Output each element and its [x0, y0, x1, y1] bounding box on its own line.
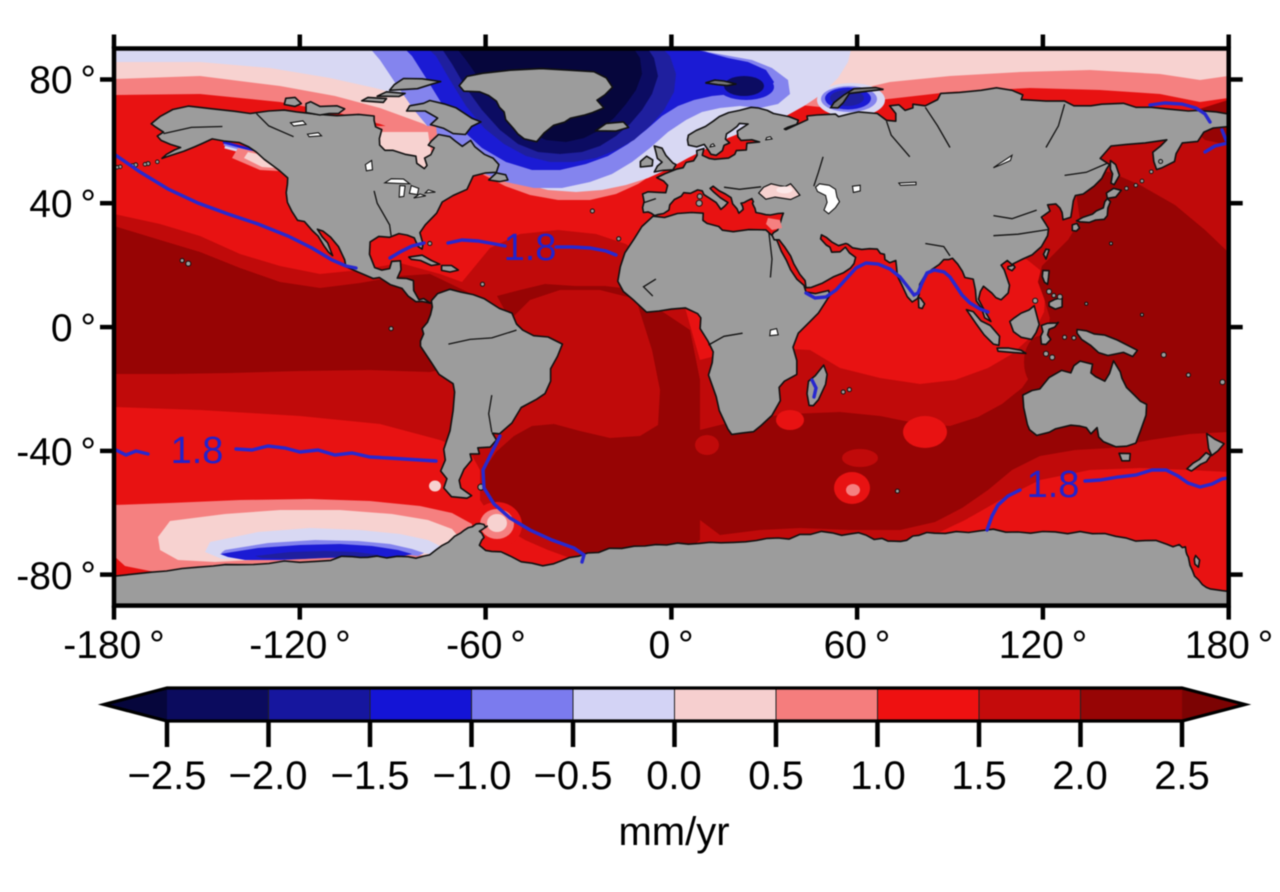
svg-text:−0.5: −0.5 [534, 754, 613, 798]
svg-text:1.0: 1.0 [850, 754, 906, 798]
svg-text:120 °: 120 ° [999, 624, 1087, 667]
svg-text:0.0: 0.0 [646, 754, 702, 798]
svg-text:-120 °: -120 ° [249, 624, 350, 667]
svg-text:-40 °: -40 ° [16, 431, 96, 474]
svg-text:1.8: 1.8 [171, 430, 224, 472]
svg-text:180 °: 180 ° [1185, 624, 1273, 667]
svg-text:0 °: 0 ° [51, 307, 96, 350]
svg-text:-180 °: -180 ° [63, 624, 164, 667]
svg-text:60 °: 60 ° [824, 624, 891, 667]
svg-text:0.5: 0.5 [748, 754, 804, 798]
svg-text:40 °: 40 ° [29, 183, 96, 226]
svg-text:−1.0: −1.0 [433, 754, 512, 798]
svg-text:−1.5: −1.5 [331, 754, 410, 798]
svg-text:1.8: 1.8 [1027, 464, 1080, 506]
svg-text:0 °: 0 ° [648, 624, 693, 667]
svg-text:mm/yr: mm/yr [618, 810, 729, 854]
svg-text:2.0: 2.0 [1052, 754, 1108, 798]
svg-text:80 °: 80 ° [29, 59, 96, 102]
svg-text:1.8: 1.8 [504, 227, 557, 269]
svg-text:2.5: 2.5 [1154, 754, 1210, 798]
svg-text:−2.0: −2.0 [229, 754, 308, 798]
svg-text:−2.5: −2.5 [128, 754, 207, 798]
svg-text:1.5: 1.5 [951, 754, 1007, 798]
svg-text:-60 °: -60 ° [446, 624, 526, 667]
svg-text:-80 °: -80 ° [16, 555, 96, 598]
